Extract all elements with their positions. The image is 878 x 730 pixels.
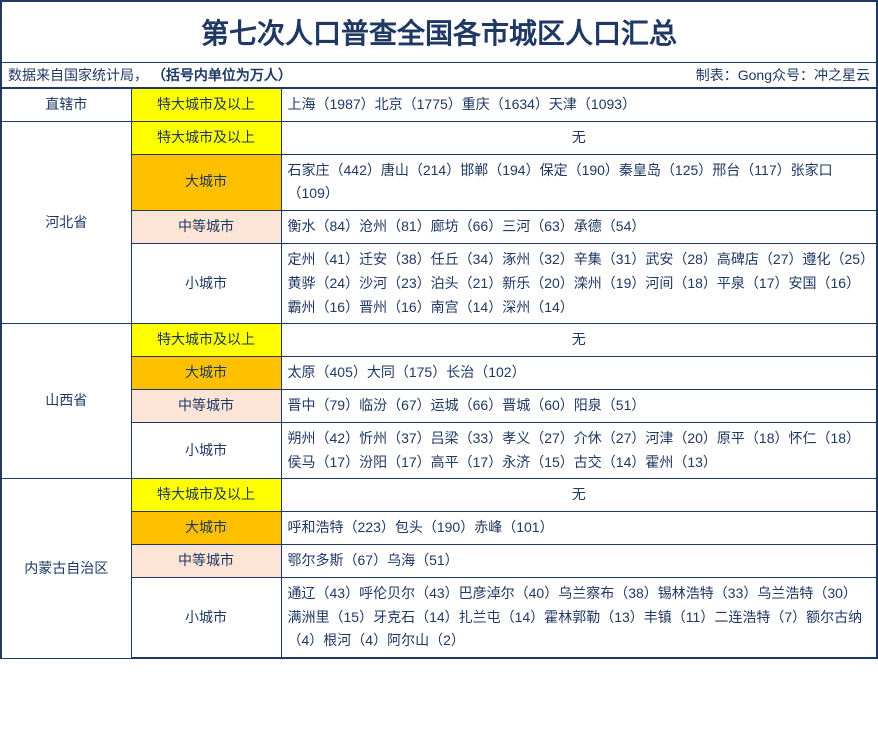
province-cell: 山西省: [1, 324, 131, 479]
tier-cell: 特大城市及以上: [131, 479, 281, 512]
province-cell: 内蒙古自治区: [1, 479, 131, 658]
tier-cell: 大城市: [131, 154, 281, 211]
tier-cell: 特大城市及以上: [131, 121, 281, 154]
page-title: 第七次人口普查全国各市城区人口汇总: [0, 0, 878, 62]
cities-cell: 呼和浩特（223）包头（190）赤峰（101）: [281, 512, 877, 545]
population-table: 直辖市特大城市及以上上海（1987）北京（1775）重庆（1634）天津（109…: [0, 88, 878, 659]
tier-cell: 中等城市: [131, 544, 281, 577]
cities-cell: 无: [281, 121, 877, 154]
province-cell: 直辖市: [1, 89, 131, 122]
tier-cell: 中等城市: [131, 211, 281, 244]
cities-cell: 鄂尔多斯（67）乌海（51）: [281, 544, 877, 577]
cities-cell: 晋中（79）临汾（67）运城（66）晋城（60）阳泉（51）: [281, 389, 877, 422]
subtitle-source: 数据来自国家统计局，: [8, 67, 148, 83]
cities-cell: 石家庄（442）唐山（214）邯郸（194）保定（190）秦皇岛（125）邢台（…: [281, 154, 877, 211]
tier-cell: 小城市: [131, 577, 281, 658]
cities-cell: 无: [281, 324, 877, 357]
cities-cell: 上海（1987）北京（1775）重庆（1634）天津（1093）: [281, 89, 877, 122]
cities-cell: 朔州（42）忻州（37）吕梁（33）孝义（27）介休（27）河津（20）原平（1…: [281, 422, 877, 479]
subtitle-bar: 数据来自国家统计局， （括号内单位为万人） 制表：Gong众号：冲之星云: [0, 62, 878, 88]
tier-cell: 中等城市: [131, 389, 281, 422]
cities-cell: 太原（405）大同（175）长治（102）: [281, 357, 877, 390]
cities-cell: 无: [281, 479, 877, 512]
province-cell: 河北省: [1, 121, 131, 324]
subtitle-unit: （括号内单位为万人）: [152, 67, 292, 83]
tier-cell: 特大城市及以上: [131, 89, 281, 122]
tier-cell: 大城市: [131, 357, 281, 390]
cities-cell: 通辽（43）呼伦贝尔（43）巴彦淖尔（40）乌兰察布（38）锡林浩特（33）乌兰…: [281, 577, 877, 658]
cities-cell: 衡水（84）沧州（81）廊坊（66）三河（63）承德（54）: [281, 211, 877, 244]
subtitle-credit: 制表：Gong众号：冲之星云: [696, 65, 870, 85]
tier-cell: 特大城市及以上: [131, 324, 281, 357]
tier-cell: 大城市: [131, 512, 281, 545]
tier-cell: 小城市: [131, 422, 281, 479]
tier-cell: 小城市: [131, 243, 281, 323]
cities-cell: 定州（41）迁安（38）任丘（34）涿州（32）辛集（31）武安（28）高碑店（…: [281, 243, 877, 323]
